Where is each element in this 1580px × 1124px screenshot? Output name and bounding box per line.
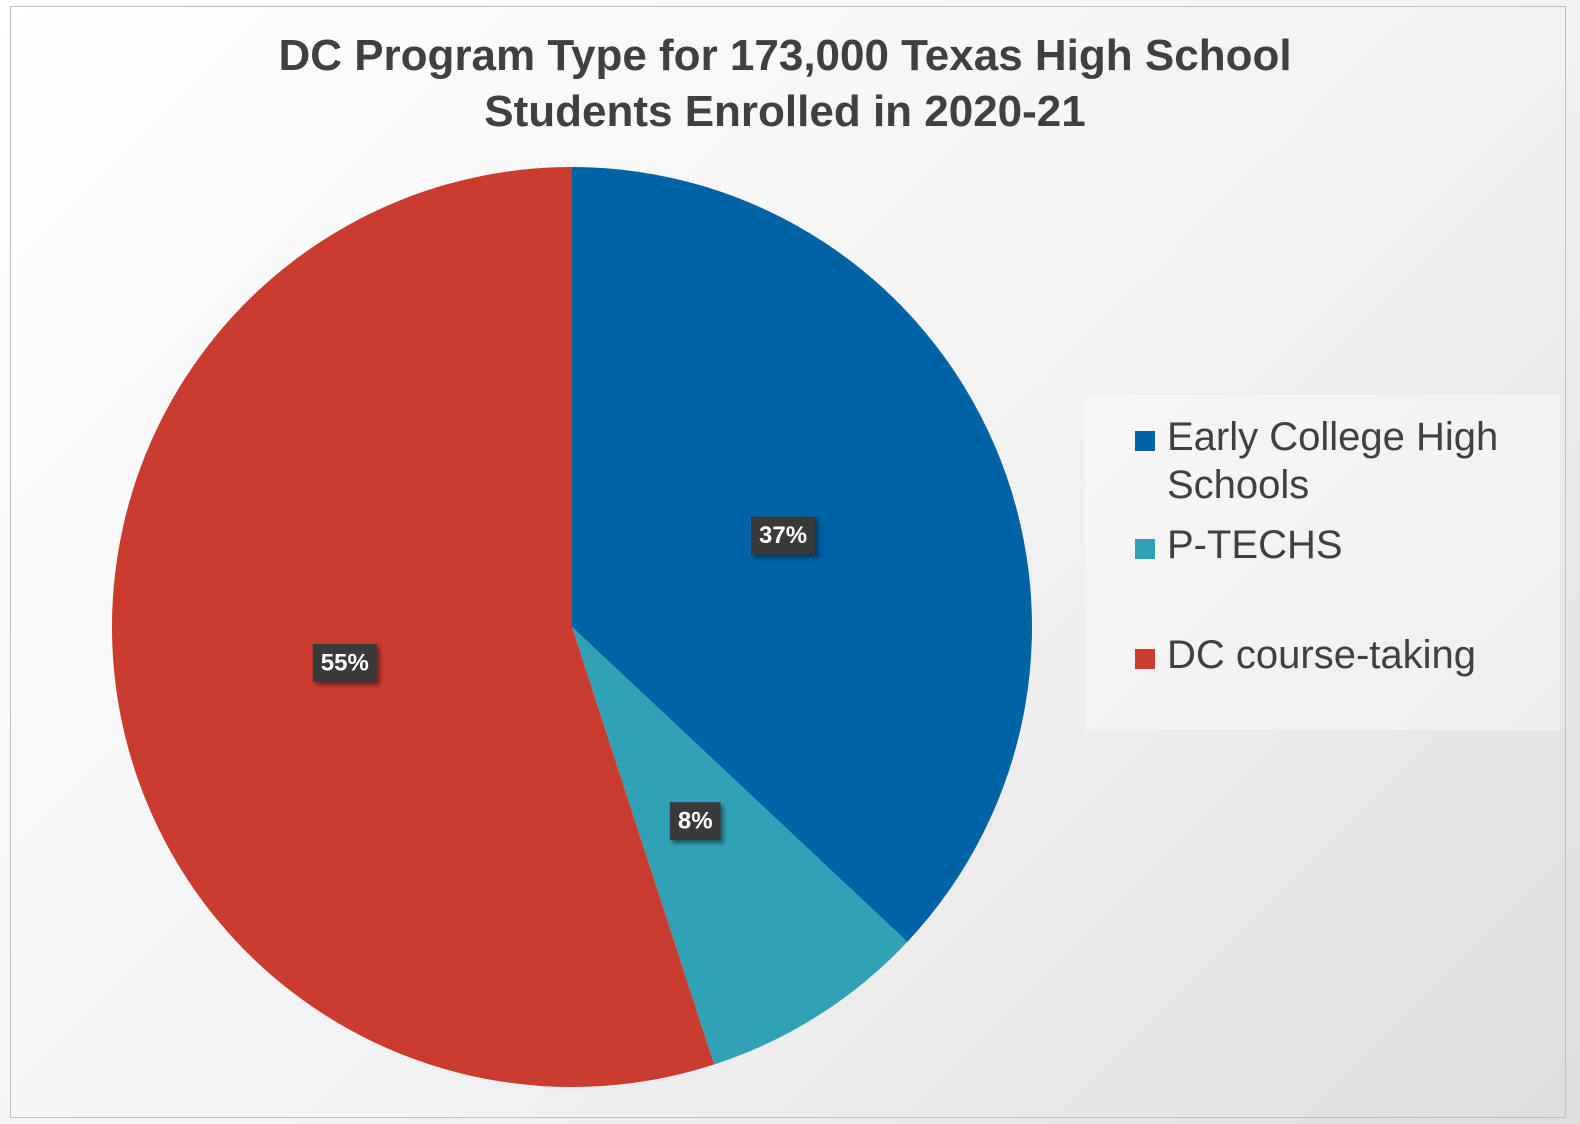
data-label-box (312, 643, 377, 682)
legend-label: Early College High Schools (1167, 415, 1499, 507)
legend-swatch (1135, 539, 1155, 559)
legend-item: DC course-taking (1135, 631, 1547, 679)
legend-label: P-TECHS (1167, 523, 1343, 567)
legend: Early College High Schools P-TECHS DC cour… (1085, 395, 1560, 730)
chart-title: DC Program Type for 173,000 Texas High S… (278, 31, 1292, 136)
chart-frame (10, 6, 1566, 1118)
data-label: 37% (751, 516, 816, 555)
pie-slice (111, 167, 715, 1088)
pie-slice (572, 627, 908, 1065)
data-label-box (669, 802, 721, 841)
legend-label: DC course-taking (1167, 633, 1477, 677)
data-label: 55% (312, 643, 377, 682)
data-label-text: 37% (759, 522, 807, 549)
legend-swatch (1135, 649, 1155, 669)
legend-swatch (1135, 431, 1155, 451)
data-label-text: 8% (678, 808, 713, 835)
legend-item: P-TECHS (1135, 521, 1547, 569)
data-label: 8% (669, 802, 721, 841)
data-label-box (751, 516, 816, 555)
legend-item: Early College High Schools (1135, 413, 1547, 509)
data-label-text: 55% (321, 649, 369, 676)
